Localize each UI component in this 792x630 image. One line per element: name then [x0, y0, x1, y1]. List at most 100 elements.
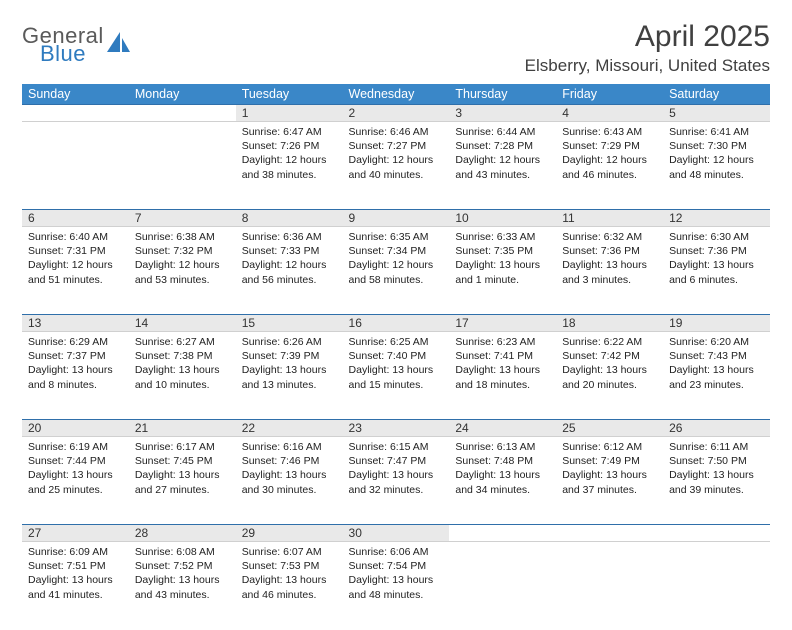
day-number-cell: 2 — [343, 105, 450, 122]
day-content-cell: Sunrise: 6:46 AMSunset: 7:27 PMDaylight:… — [343, 122, 450, 210]
sunrise-line: Sunrise: 6:19 AM — [28, 440, 123, 454]
day-number-row: 20212223242526 — [22, 420, 770, 437]
day-content-cell: Sunrise: 6:29 AMSunset: 7:37 PMDaylight:… — [22, 332, 129, 420]
day-number-cell — [449, 525, 556, 542]
day-number-cell — [129, 105, 236, 122]
sunset-line: Sunset: 7:31 PM — [28, 244, 123, 258]
day-content-cell: Sunrise: 6:19 AMSunset: 7:44 PMDaylight:… — [22, 437, 129, 525]
sunset-line: Sunset: 7:54 PM — [349, 559, 444, 573]
sunset-line: Sunset: 7:33 PM — [242, 244, 337, 258]
sunrise-line: Sunrise: 6:25 AM — [349, 335, 444, 349]
sunrise-line: Sunrise: 6:09 AM — [28, 545, 123, 559]
daylight-line: Daylight: 13 hours and 39 minutes. — [669, 468, 764, 496]
sunrise-line: Sunrise: 6:22 AM — [562, 335, 657, 349]
day-detail: Sunrise: 6:22 AMSunset: 7:42 PMDaylight:… — [556, 332, 663, 392]
sunset-line: Sunset: 7:43 PM — [669, 349, 764, 363]
sunrise-line: Sunrise: 6:17 AM — [135, 440, 230, 454]
sunset-line: Sunset: 7:28 PM — [455, 139, 550, 153]
day-detail: Sunrise: 6:36 AMSunset: 7:33 PMDaylight:… — [236, 227, 343, 287]
sunset-line: Sunset: 7:44 PM — [28, 454, 123, 468]
daylight-line: Daylight: 13 hours and 48 minutes. — [349, 573, 444, 601]
sunset-line: Sunset: 7:50 PM — [669, 454, 764, 468]
day-content-cell — [663, 542, 770, 630]
day-number-cell: 3 — [449, 105, 556, 122]
day-number-cell: 1 — [236, 105, 343, 122]
day-number-cell: 28 — [129, 525, 236, 542]
sunset-line: Sunset: 7:37 PM — [28, 349, 123, 363]
daylight-line: Daylight: 13 hours and 41 minutes. — [28, 573, 123, 601]
day-detail: Sunrise: 6:08 AMSunset: 7:52 PMDaylight:… — [129, 542, 236, 602]
calendar-table: Sunday Monday Tuesday Wednesday Thursday… — [22, 84, 770, 630]
day-number-cell: 15 — [236, 315, 343, 332]
daylight-line: Daylight: 13 hours and 6 minutes. — [669, 258, 764, 286]
calendar-page: General Blue April 2025 Elsberry, Missou… — [0, 0, 792, 630]
sunset-line: Sunset: 7:46 PM — [242, 454, 337, 468]
day-content-cell: Sunrise: 6:06 AMSunset: 7:54 PMDaylight:… — [343, 542, 450, 630]
day-content-cell: Sunrise: 6:12 AMSunset: 7:49 PMDaylight:… — [556, 437, 663, 525]
location: Elsberry, Missouri, United States — [525, 56, 770, 76]
daylight-line: Daylight: 12 hours and 58 minutes. — [349, 258, 444, 286]
sunset-line: Sunset: 7:45 PM — [135, 454, 230, 468]
daylight-line: Daylight: 13 hours and 1 minute. — [455, 258, 550, 286]
sunrise-line: Sunrise: 6:32 AM — [562, 230, 657, 244]
day-number-cell: 25 — [556, 420, 663, 437]
day-number-cell: 21 — [129, 420, 236, 437]
sunrise-line: Sunrise: 6:35 AM — [349, 230, 444, 244]
weekday-header: Tuesday — [236, 84, 343, 105]
day-number-row: 13141516171819 — [22, 315, 770, 332]
day-number-cell: 16 — [343, 315, 450, 332]
daylight-line: Daylight: 13 hours and 18 minutes. — [455, 363, 550, 391]
daylight-line: Daylight: 13 hours and 13 minutes. — [242, 363, 337, 391]
day-content-cell: Sunrise: 6:43 AMSunset: 7:29 PMDaylight:… — [556, 122, 663, 210]
day-detail: Sunrise: 6:40 AMSunset: 7:31 PMDaylight:… — [22, 227, 129, 287]
sunrise-line: Sunrise: 6:26 AM — [242, 335, 337, 349]
day-content-cell: Sunrise: 6:07 AMSunset: 7:53 PMDaylight:… — [236, 542, 343, 630]
daylight-line: Daylight: 13 hours and 15 minutes. — [349, 363, 444, 391]
day-number-cell: 19 — [663, 315, 770, 332]
day-detail: Sunrise: 6:29 AMSunset: 7:37 PMDaylight:… — [22, 332, 129, 392]
day-content-cell: Sunrise: 6:20 AMSunset: 7:43 PMDaylight:… — [663, 332, 770, 420]
day-number-cell: 4 — [556, 105, 663, 122]
day-content-cell: Sunrise: 6:16 AMSunset: 7:46 PMDaylight:… — [236, 437, 343, 525]
brand-line2: Blue — [40, 44, 104, 64]
day-content-cell: Sunrise: 6:36 AMSunset: 7:33 PMDaylight:… — [236, 227, 343, 315]
daylight-line: Daylight: 13 hours and 30 minutes. — [242, 468, 337, 496]
day-content-cell: Sunrise: 6:32 AMSunset: 7:36 PMDaylight:… — [556, 227, 663, 315]
daylight-line: Daylight: 12 hours and 38 minutes. — [242, 153, 337, 181]
weekday-header: Sunday — [22, 84, 129, 105]
daylight-line: Daylight: 13 hours and 32 minutes. — [349, 468, 444, 496]
day-number-cell: 30 — [343, 525, 450, 542]
day-detail: Sunrise: 6:13 AMSunset: 7:48 PMDaylight:… — [449, 437, 556, 497]
day-number-cell — [556, 525, 663, 542]
day-detail: Sunrise: 6:25 AMSunset: 7:40 PMDaylight:… — [343, 332, 450, 392]
day-number-cell: 8 — [236, 210, 343, 227]
sunrise-line: Sunrise: 6:23 AM — [455, 335, 550, 349]
day-content-cell: Sunrise: 6:22 AMSunset: 7:42 PMDaylight:… — [556, 332, 663, 420]
day-content-cell: Sunrise: 6:13 AMSunset: 7:48 PMDaylight:… — [449, 437, 556, 525]
day-number-cell — [663, 525, 770, 542]
day-content-cell: Sunrise: 6:09 AMSunset: 7:51 PMDaylight:… — [22, 542, 129, 630]
weekday-header: Monday — [129, 84, 236, 105]
header: General Blue April 2025 Elsberry, Missou… — [22, 20, 770, 76]
daylight-line: Daylight: 13 hours and 27 minutes. — [135, 468, 230, 496]
sunrise-line: Sunrise: 6:11 AM — [669, 440, 764, 454]
day-detail: Sunrise: 6:20 AMSunset: 7:43 PMDaylight:… — [663, 332, 770, 392]
daylight-line: Daylight: 12 hours and 48 minutes. — [669, 153, 764, 181]
daylight-line: Daylight: 13 hours and 23 minutes. — [669, 363, 764, 391]
day-content-cell: Sunrise: 6:47 AMSunset: 7:26 PMDaylight:… — [236, 122, 343, 210]
day-content-cell — [22, 122, 129, 210]
sunrise-line: Sunrise: 6:40 AM — [28, 230, 123, 244]
sunset-line: Sunset: 7:32 PM — [135, 244, 230, 258]
daylight-line: Daylight: 12 hours and 51 minutes. — [28, 258, 123, 286]
day-content-row: Sunrise: 6:40 AMSunset: 7:31 PMDaylight:… — [22, 227, 770, 315]
daylight-line: Daylight: 12 hours and 56 minutes. — [242, 258, 337, 286]
day-number-cell: 29 — [236, 525, 343, 542]
day-number-cell: 12 — [663, 210, 770, 227]
sunset-line: Sunset: 7:51 PM — [28, 559, 123, 573]
sunset-line: Sunset: 7:53 PM — [242, 559, 337, 573]
brand-logo: General Blue — [22, 20, 132, 64]
day-detail: Sunrise: 6:17 AMSunset: 7:45 PMDaylight:… — [129, 437, 236, 497]
day-content-cell: Sunrise: 6:30 AMSunset: 7:36 PMDaylight:… — [663, 227, 770, 315]
title-block: April 2025 Elsberry, Missouri, United St… — [525, 20, 770, 76]
day-detail: Sunrise: 6:16 AMSunset: 7:46 PMDaylight:… — [236, 437, 343, 497]
